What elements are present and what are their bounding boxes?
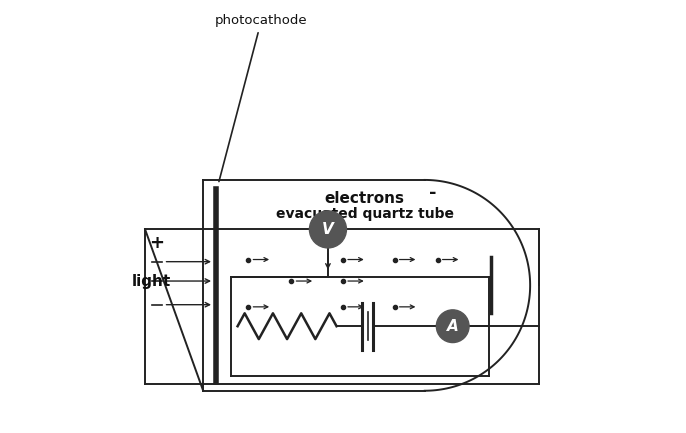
Text: electrons: electrons [324, 191, 405, 206]
Circle shape [436, 310, 469, 343]
Text: V: V [322, 222, 334, 237]
Text: evacuated quartz tube: evacuated quartz tube [276, 207, 453, 221]
Text: +: + [150, 234, 165, 252]
Text: light: light [132, 274, 172, 288]
Circle shape [309, 211, 346, 248]
Text: -: - [429, 184, 436, 202]
Text: photocathode: photocathode [215, 14, 307, 181]
Text: A: A [447, 319, 458, 334]
